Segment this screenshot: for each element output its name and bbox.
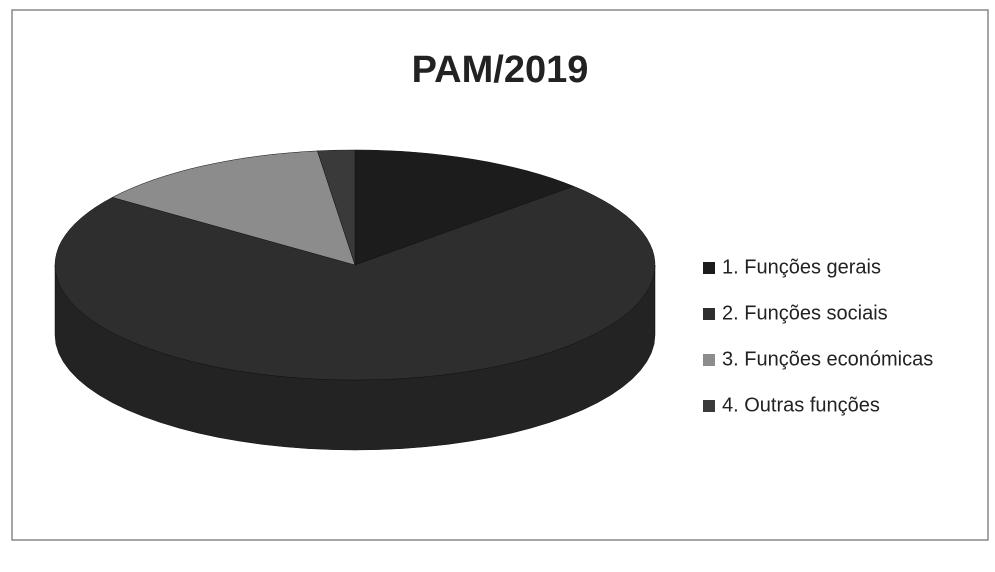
legend-swatch (703, 354, 715, 366)
pie (54, 149, 656, 451)
legend-swatch (703, 400, 715, 412)
legend-swatch (703, 262, 715, 274)
legend-label: 4. Outras funções (722, 394, 880, 416)
slice (317, 149, 356, 266)
slice (354, 149, 575, 266)
slice (54, 186, 656, 381)
legend-label: 1. Funções gerais (722, 256, 881, 278)
chart-title: PAM/2019 (412, 49, 589, 91)
slice (111, 150, 356, 266)
legend-label: 3. Funções económicas (722, 348, 933, 370)
legend: 1. Funções gerais 2. Funções sociais 3. Fu… (703, 256, 933, 416)
legend-swatch (703, 308, 715, 320)
legend-label: 2. Funções sociais (722, 302, 888, 324)
